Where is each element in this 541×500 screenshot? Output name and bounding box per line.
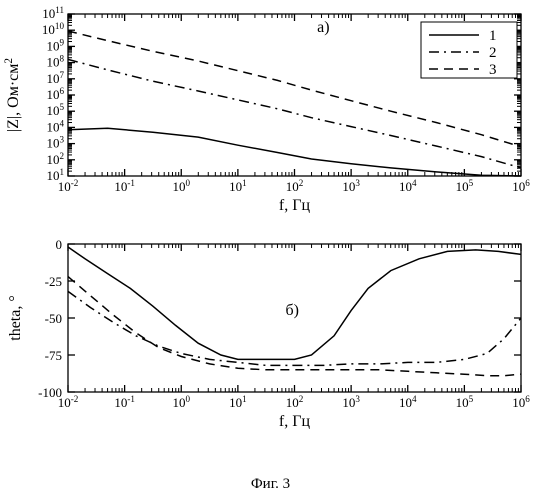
bottom-xlabel: f, Гц	[279, 413, 311, 430]
legend-label-2: 2	[489, 45, 497, 61]
bottom-ytick: 0	[56, 237, 63, 252]
top-xtick: 102	[286, 178, 304, 194]
top-ytick: 104	[46, 118, 64, 134]
bottom-ytick: -25	[45, 274, 62, 289]
bottom-xtick: 102	[286, 394, 304, 410]
top-ylabel: |Z|, Ом·см2	[3, 58, 22, 132]
top-xlabel: f, Гц	[279, 197, 311, 214]
bottom-ylabel: theta, °	[7, 295, 24, 341]
top-xtick: 103	[342, 178, 360, 194]
top-xtick: 100	[172, 178, 190, 194]
top-ytick: 108	[46, 54, 64, 70]
figure-svg: 10-210-110010110210310410510610110210310…	[0, 0, 541, 500]
top-ytick: 103	[46, 135, 64, 151]
bottom-ytick: -50	[45, 311, 62, 326]
top-ytick: 1011	[42, 5, 64, 21]
legend-label-3: 3	[489, 62, 497, 78]
bottom-xtick: 103	[342, 394, 360, 410]
top-xtick: 10-2	[58, 178, 79, 194]
bottom-panel-tag: б)	[285, 302, 298, 319]
top-ytick: 106	[46, 86, 64, 102]
top-xtick: 10-1	[114, 178, 135, 194]
bottom-xtick: 106	[512, 394, 530, 410]
top-series-1	[68, 128, 521, 176]
bottom-xtick: 105	[456, 394, 474, 410]
top-ytick: 109	[46, 37, 64, 53]
top-xtick: 104	[399, 178, 417, 194]
top-ytick: 105	[46, 102, 64, 118]
top-ytick: 1010	[42, 21, 65, 37]
top-xtick: 105	[456, 178, 474, 194]
bottom-xtick: 101	[229, 394, 247, 410]
top-panel-tag: а)	[317, 19, 329, 36]
figure-container: 10-210-110010110210310410510610110210310…	[0, 0, 541, 500]
top-ytick: 102	[46, 151, 64, 167]
top-ytick: 107	[46, 70, 64, 86]
top-xtick: 106	[512, 178, 530, 194]
figure-caption: Фиг. 3	[251, 476, 290, 492]
bottom-xtick: 100	[172, 394, 190, 410]
top-xtick: 101	[229, 178, 247, 194]
bottom-ytick: -75	[45, 348, 62, 363]
bottom-xtick: 10-1	[114, 394, 135, 410]
legend-label-1: 1	[489, 28, 497, 44]
bottom-ytick: -100	[38, 385, 62, 400]
bottom-xtick: 104	[399, 394, 417, 410]
